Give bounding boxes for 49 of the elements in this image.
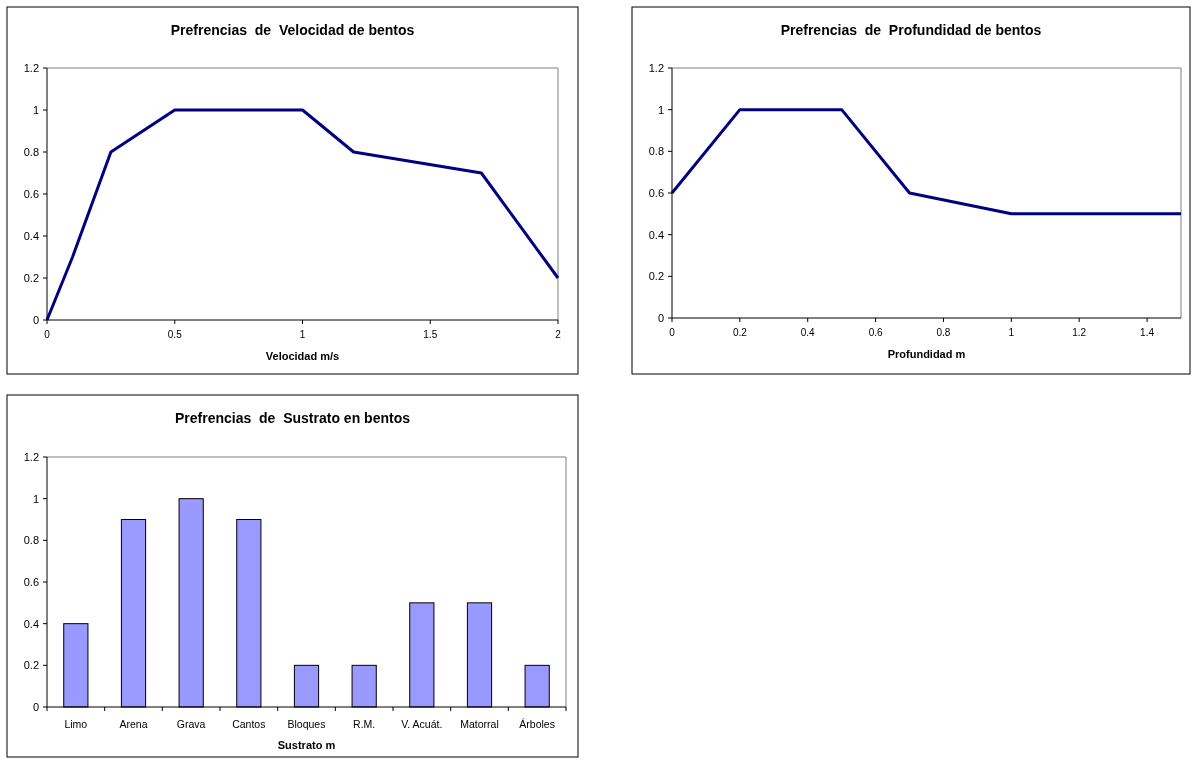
chart-title: Prefrencias de Sustrato en bentos	[175, 410, 411, 426]
y-tick-label: 1	[32, 104, 39, 116]
x-tick-label: 1.2	[1072, 327, 1087, 338]
y-tick-label: 0.8	[23, 146, 39, 158]
x-tick-label: 0.8	[936, 327, 951, 338]
x-tick-label: 0.4	[800, 327, 816, 338]
x-tick-label: V. Acuát.	[401, 718, 443, 730]
y-tick-label: 0.6	[23, 576, 39, 588]
x-tick-label: Cantos	[232, 718, 266, 730]
y-tick-label: 0.4	[648, 228, 664, 241]
y-tick-label: 1	[32, 492, 39, 505]
y-tick-label: 0.8	[23, 534, 39, 547]
x-tick-label: 1	[299, 329, 306, 340]
y-tick-label: 1.2	[648, 62, 664, 74]
y-tick-label: 0.4	[23, 617, 39, 630]
y-tick-label: 0	[32, 701, 39, 713]
x-axis-title: Velocidad m/s	[265, 350, 340, 362]
x-tick-label: Bloques	[287, 718, 326, 730]
y-tick-label: 0	[32, 314, 39, 326]
x-tick-label: Grava	[176, 718, 206, 730]
x-tick-label: 0	[44, 329, 51, 340]
y-tick-label: 1.2	[23, 451, 39, 463]
x-tick-label: Árboles	[519, 718, 555, 730]
y-tick-label: 0.6	[648, 187, 664, 199]
chart-title: Prefrencias de Profundidad de bentos	[780, 22, 1042, 38]
x-tick-label: 1.4	[1140, 327, 1155, 338]
y-tick-label: 0.4	[23, 230, 39, 242]
x-tick-label: 1.5	[423, 329, 438, 340]
y-tick-label: 0.2	[648, 270, 664, 283]
x-tick-label: 2	[555, 329, 562, 340]
y-tick-label: 1	[657, 103, 664, 116]
x-tick-label: R.M.	[353, 718, 376, 730]
x-tick-label: Limo	[64, 718, 88, 730]
y-tick-label: 0.2	[23, 659, 39, 672]
x-tick-label: Matorral	[460, 718, 499, 730]
x-tick-label: 0.6	[868, 327, 883, 338]
x-tick-label: 1	[1008, 327, 1015, 338]
chart-title: Prefrencias de Velocidad de bentos	[170, 22, 415, 38]
y-tick-label: 0.2	[23, 272, 39, 284]
y-tick-label: 1.2	[23, 62, 39, 74]
x-axis-title: Profundidad m	[887, 348, 966, 360]
y-tick-label: 0	[657, 312, 664, 324]
x-axis-title: Sustrato m	[277, 739, 336, 751]
x-tick-label: Arena	[119, 718, 148, 730]
y-tick-label: 0.8	[648, 145, 664, 158]
x-tick-label: 0.2	[732, 327, 748, 338]
y-tick-label: 0.6	[23, 188, 39, 200]
x-tick-label: 0.5	[167, 329, 183, 340]
x-tick-label: 0	[669, 327, 676, 338]
